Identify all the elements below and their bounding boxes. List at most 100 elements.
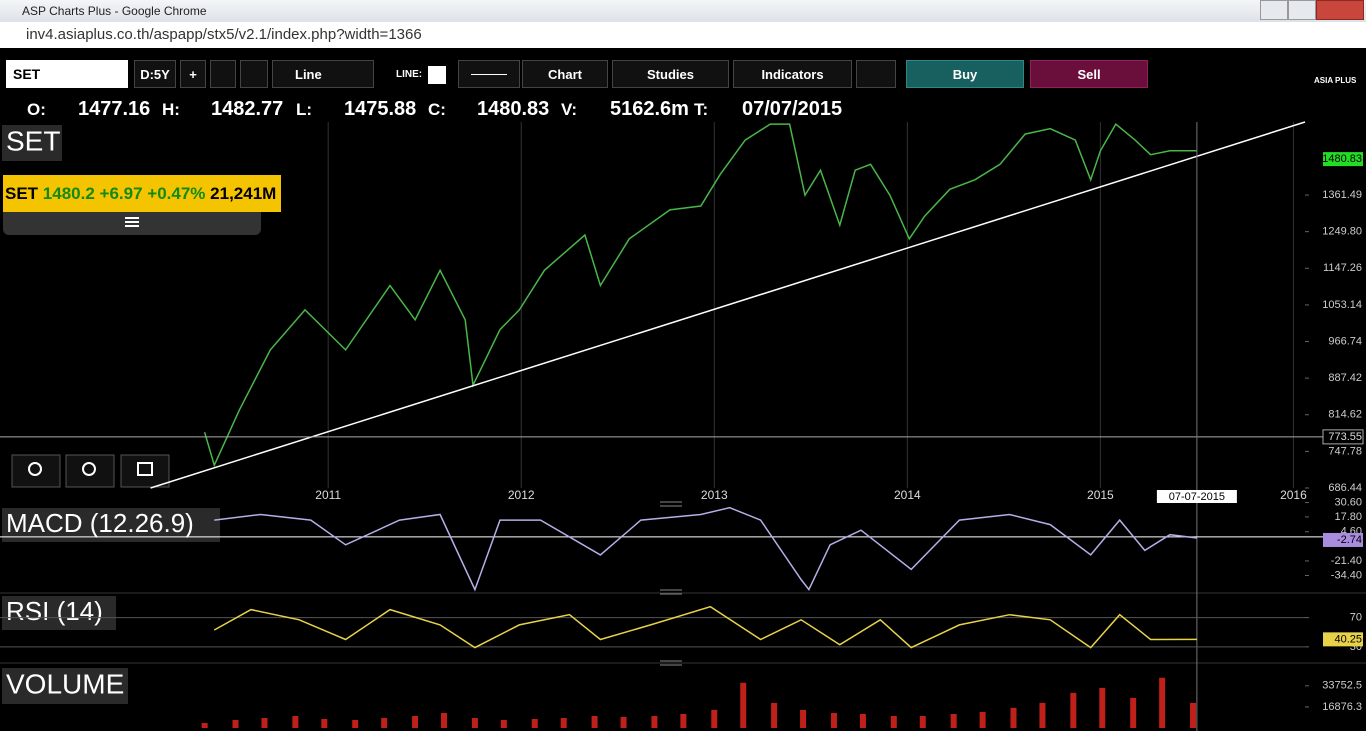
- y-tick-label: 1361.49: [1322, 189, 1362, 201]
- y-tick-label: 686.44: [1328, 482, 1362, 494]
- panel-title: RSI (14): [6, 596, 103, 626]
- volume-bar: [1070, 692, 1077, 728]
- title-bar: ASP Charts Plus - Google Chrome: [0, 0, 1366, 22]
- volume-bar: [471, 718, 478, 728]
- zoom-in[interactable]: [65, 454, 115, 488]
- icon: [137, 462, 153, 476]
- symbol-input[interactable]: SET: [6, 60, 128, 88]
- last-value-label: 40.25: [1334, 633, 1362, 645]
- last-value-box: [1323, 532, 1363, 547]
- line-style[interactable]: [458, 60, 520, 88]
- volume-bar: [232, 720, 239, 728]
- chart-button[interactable]: Chart: [522, 60, 608, 88]
- y-tick-label: 1249.80: [1322, 226, 1362, 238]
- icon: [82, 462, 96, 476]
- line-tool-button[interactable]: Line: [272, 60, 374, 88]
- quote-bar: O: 1477.16 H: 1482.77 L: 1475.88 C: 1480…: [0, 96, 1366, 122]
- series-line: [213, 605, 1197, 649]
- volume-bar: [321, 719, 328, 728]
- close: 1480.83: [477, 98, 550, 120]
- url: inv4.asiaplus.co.th/aspapp/stx5/v2.1/ind…: [26, 26, 422, 43]
- open-label: O:: [27, 100, 46, 119]
- time-label: T:: [694, 100, 709, 119]
- volume-bar: [1159, 677, 1166, 728]
- ticker-menu[interactable]: [3, 212, 261, 235]
- y-tick-label: 17.80: [1334, 511, 1362, 523]
- indicators-button[interactable]: Indicators: [733, 60, 852, 88]
- maximize-button[interactable]: [1288, 0, 1316, 20]
- volume-bar: [830, 713, 837, 728]
- y-tick-label: -34.40: [1331, 569, 1362, 581]
- volume-bar: [771, 702, 778, 728]
- x-tick-label: 2014: [894, 488, 921, 502]
- zoom-controls: [11, 454, 170, 488]
- settings-button[interactable]: [856, 60, 896, 88]
- panel-title-bg: [2, 668, 128, 704]
- volume-bar: [651, 716, 658, 728]
- volume-bar: [441, 713, 448, 728]
- open-button[interactable]: [240, 60, 268, 88]
- high-label: H:: [162, 100, 180, 119]
- logo: ASIA PLUS: [1314, 76, 1357, 85]
- x-tick-label: 2013: [701, 488, 728, 502]
- cursor-label: 07-07-2015: [1169, 491, 1225, 503]
- panel-title: VOLUME: [6, 668, 124, 699]
- period-button[interactable]: D:5Y: [134, 60, 176, 88]
- window-title: ASP Charts Plus - Google Chrome: [22, 4, 207, 18]
- volume-bar: [500, 720, 507, 728]
- buy-button[interactable]: Buy: [906, 60, 1024, 88]
- y-tick-label: 966.74: [1328, 335, 1362, 347]
- volume-bar: [1039, 702, 1046, 728]
- ticker-symbol: SET: [5, 184, 39, 203]
- studies-button[interactable]: Studies: [612, 60, 729, 88]
- volume-bar: [620, 717, 627, 728]
- volume-bar: [560, 718, 567, 728]
- y-tick-label: 70: [1350, 612, 1362, 624]
- zoom-out[interactable]: [11, 454, 61, 488]
- volume-bar: [531, 719, 538, 728]
- minimize-button[interactable]: [1260, 0, 1288, 20]
- last-value-label: -2.74: [1337, 534, 1362, 546]
- add-button[interactable]: +: [180, 60, 206, 88]
- y-tick-label: 887.42: [1328, 372, 1362, 384]
- close-button[interactable]: [1316, 0, 1364, 20]
- volume-bar: [740, 682, 747, 728]
- line-color[interactable]: [428, 66, 446, 84]
- volume-bar: [890, 716, 897, 728]
- trendline: [150, 121, 1306, 489]
- series-line: [214, 506, 1197, 592]
- ticker-change: +6.97: [99, 184, 143, 203]
- level-label: 773.55: [1328, 431, 1362, 443]
- y-tick-label: 1147.26: [1323, 262, 1362, 274]
- volume-label: V:: [561, 100, 578, 119]
- x-tick-label: 2011: [315, 488, 341, 502]
- volume-bar: [800, 709, 807, 728]
- volume-bar: [381, 718, 388, 728]
- y-tick-label: 30.60: [1334, 496, 1362, 508]
- volume-bar: [1099, 687, 1106, 728]
- fit[interactable]: [120, 454, 170, 488]
- y-tick-label: 747.78: [1328, 445, 1362, 457]
- high: 1482.77: [211, 98, 284, 120]
- save-button[interactable]: [210, 60, 236, 88]
- last-value-box: [1323, 152, 1363, 167]
- open: 1477.16: [78, 98, 151, 120]
- volume-bar: [1190, 702, 1197, 728]
- panel-title-bg: [2, 596, 116, 630]
- panel-title: SET: [6, 125, 60, 156]
- icon: [28, 462, 42, 476]
- address-bar[interactable]: inv4.asiaplus.co.th/aspapp/stx5/v2.1/ind…: [0, 22, 1366, 49]
- volume-bar: [352, 720, 359, 728]
- panel-title-bg: [2, 125, 62, 161]
- ticker-percent: +0.47%: [147, 184, 206, 203]
- sell-button[interactable]: Sell: [1030, 60, 1148, 88]
- volume-bar: [711, 709, 718, 728]
- x-tick-label: 2016: [1280, 488, 1307, 502]
- x-tick-label: 2015: [1087, 488, 1114, 502]
- time: 07/07/2015: [742, 98, 843, 120]
- y-tick-label: 16876.3: [1322, 701, 1362, 713]
- volume-bar: [201, 723, 208, 728]
- line-label: LINE:: [396, 69, 423, 80]
- ticker-last: 1480.2: [42, 184, 95, 203]
- volume-bar: [859, 714, 866, 728]
